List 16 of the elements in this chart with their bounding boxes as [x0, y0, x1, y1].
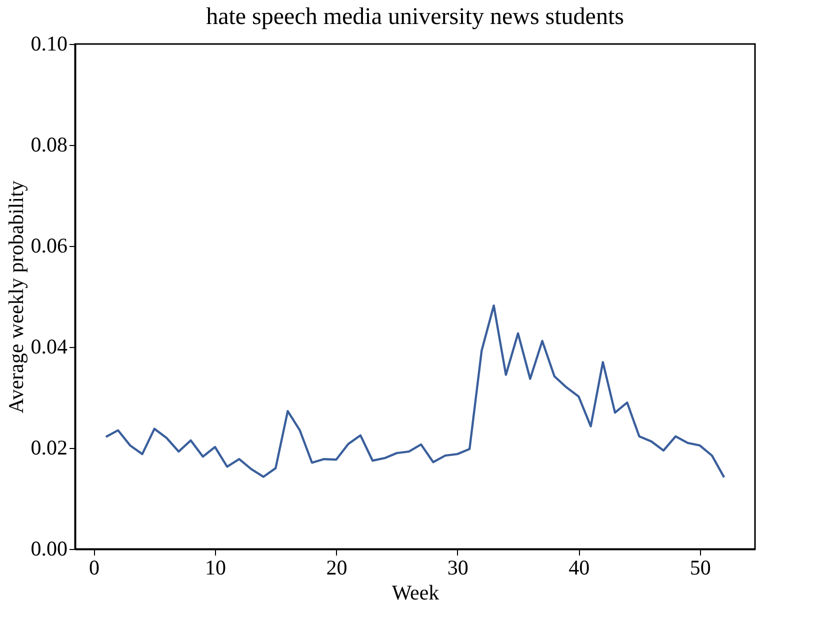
- x-tick-label: 30: [447, 556, 468, 580]
- line-series: [104, 304, 726, 478]
- x-tick-label: 20: [326, 556, 348, 580]
- y-axis-title: Average weekly probability: [4, 180, 28, 414]
- x-axis-title: Week: [392, 580, 440, 604]
- y-tick-label: 0.06: [30, 234, 68, 258]
- x-tick-label: 40: [568, 556, 590, 580]
- x-tick-label: 10: [205, 556, 226, 580]
- y-tick-label: 0.00: [30, 536, 68, 560]
- y-tick-label: 0.08: [30, 132, 68, 156]
- y-tick-label: 0.02: [30, 436, 68, 460]
- y-tick-label: 0.10: [30, 32, 68, 56]
- x-tick-label: 0: [89, 556, 100, 580]
- x-tick-label: 50: [690, 556, 711, 580]
- chart-title: hate speech media university news students: [206, 4, 624, 30]
- y-tick-label: 0.04: [30, 334, 68, 358]
